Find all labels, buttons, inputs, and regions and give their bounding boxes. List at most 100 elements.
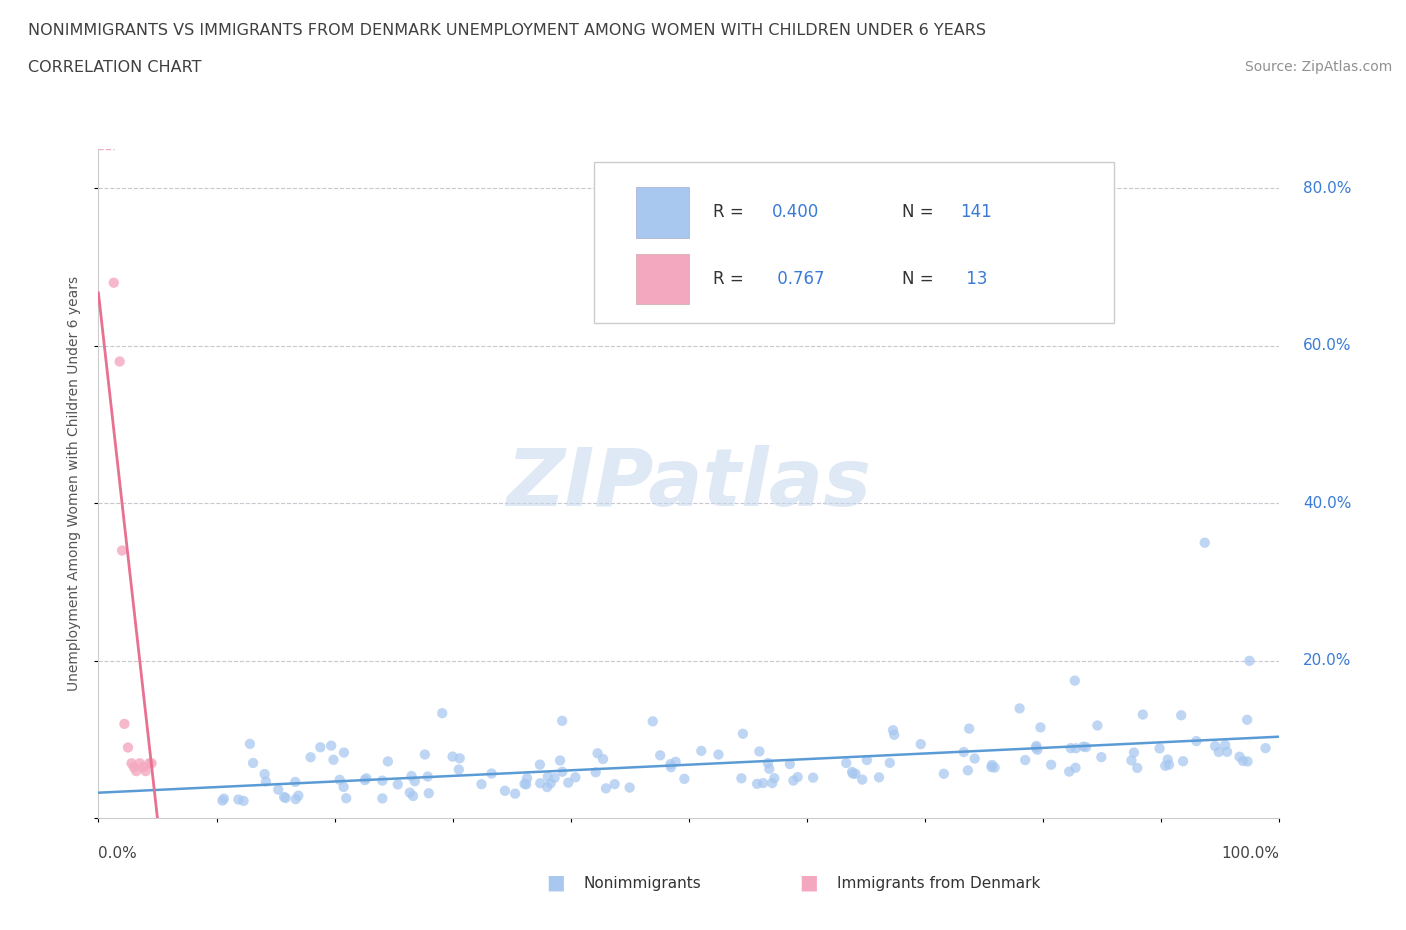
Point [1149, 741, 1171, 756]
Point [1204, 738, 1226, 753]
Point [503, 786, 526, 801]
Text: N =: N = [901, 271, 938, 288]
Point [1254, 740, 1277, 755]
Point [356, 771, 378, 786]
Point [141, 756, 163, 771]
FancyBboxPatch shape [595, 162, 1114, 323]
Text: Immigrants from Denmark: Immigrants from Denmark [837, 876, 1040, 891]
Text: N =: N = [901, 204, 938, 221]
Point [1025, 740, 1047, 755]
Point [128, 756, 150, 771]
Point [879, 755, 901, 770]
Point [470, 777, 492, 791]
Point [1074, 739, 1097, 754]
Point [536, 779, 558, 794]
Point [401, 768, 423, 783]
Point [329, 772, 352, 787]
Point [1087, 718, 1109, 733]
Point [851, 772, 873, 787]
Point [232, 793, 254, 808]
Point [125, 764, 148, 778]
Point [868, 770, 890, 785]
Point [321, 738, 343, 753]
Point [267, 782, 290, 797]
Point [841, 764, 863, 779]
Point [585, 764, 607, 779]
Point [228, 792, 250, 807]
Point [963, 751, 986, 766]
Text: 20.0%: 20.0% [1303, 654, 1351, 669]
Point [1194, 536, 1216, 551]
Point [1026, 742, 1049, 757]
Point [659, 757, 682, 772]
Point [779, 757, 801, 772]
Point [322, 752, 344, 767]
Point [332, 779, 354, 794]
Point [1040, 757, 1063, 772]
Point [1154, 758, 1177, 773]
Point [673, 771, 696, 786]
Point [333, 745, 356, 760]
Point [1208, 745, 1230, 760]
Point [1229, 750, 1251, 764]
Point [956, 763, 979, 777]
Point [516, 771, 538, 786]
Point [763, 771, 786, 786]
Text: ▪: ▪ [799, 869, 818, 898]
Point [1236, 712, 1258, 727]
Point [981, 757, 1004, 772]
Point [1060, 740, 1083, 755]
Point [1239, 654, 1261, 669]
Point [595, 781, 617, 796]
Point [1232, 753, 1254, 768]
Point [447, 762, 470, 777]
Point [418, 786, 440, 801]
Point [882, 723, 904, 737]
Point [1064, 741, 1087, 756]
Point [731, 726, 754, 741]
Bar [636, 254, 689, 304]
Point [758, 762, 780, 777]
Text: R =: R = [713, 204, 748, 221]
Text: 0.400: 0.400 [772, 204, 818, 221]
Point [756, 755, 779, 770]
Text: 141: 141 [960, 204, 993, 221]
Point [377, 754, 399, 769]
Point [335, 790, 357, 805]
Text: R =: R = [713, 271, 748, 288]
Text: ▪: ▪ [546, 869, 565, 898]
Point [932, 766, 955, 781]
Point [1126, 761, 1149, 776]
Point [1123, 745, 1146, 760]
Point [138, 756, 160, 771]
Point [603, 777, 626, 791]
Point [707, 747, 730, 762]
Point [284, 791, 307, 806]
Point [353, 773, 375, 788]
Point [529, 757, 551, 772]
Text: Nonimmigrants: Nonimmigrants [583, 876, 702, 891]
Text: 80.0%: 80.0% [1303, 180, 1351, 195]
Point [1064, 761, 1087, 776]
Point [543, 770, 565, 785]
Point [432, 706, 454, 721]
Point [745, 777, 768, 791]
Point [537, 769, 560, 784]
Point [1156, 752, 1178, 767]
Point [1171, 754, 1194, 769]
Text: 13: 13 [960, 271, 987, 288]
Point [1008, 701, 1031, 716]
Point [122, 760, 145, 775]
Point [551, 764, 574, 779]
Point [551, 713, 574, 728]
Text: NONIMMIGRANTS VS IMMIGRANTS FROM DENMARK UNEMPLOYMENT AMONG WOMEN WITH CHILDREN : NONIMMIGRANTS VS IMMIGRANTS FROM DENMARK… [28, 23, 986, 38]
Point [287, 789, 309, 804]
Text: CORRELATION CHART: CORRELATION CHART [28, 60, 201, 75]
Point [121, 756, 143, 771]
Point [371, 773, 394, 788]
Point [513, 777, 536, 791]
Point [1185, 734, 1208, 749]
Point [752, 776, 775, 790]
Point [1132, 707, 1154, 722]
Point [659, 760, 682, 775]
